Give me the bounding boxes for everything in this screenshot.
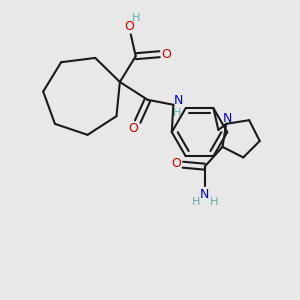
Text: H: H	[173, 108, 182, 118]
Text: H: H	[192, 197, 200, 207]
Text: N: N	[174, 94, 183, 107]
Text: O: O	[161, 48, 171, 61]
Text: N: N	[200, 188, 209, 201]
Text: N: N	[222, 112, 232, 125]
Text: O: O	[128, 122, 138, 135]
Text: H: H	[209, 197, 218, 207]
Text: O: O	[124, 20, 134, 33]
Text: O: O	[171, 157, 181, 170]
Text: H: H	[131, 13, 140, 22]
